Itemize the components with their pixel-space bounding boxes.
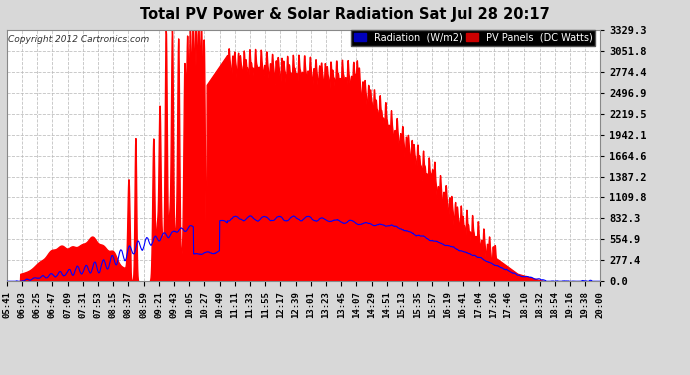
Legend: Radiation  (W/m2), PV Panels  (DC Watts): Radiation (W/m2), PV Panels (DC Watts) <box>351 30 595 46</box>
Text: Copyright 2012 Cartronics.com: Copyright 2012 Cartronics.com <box>8 35 149 44</box>
Text: Total PV Power & Solar Radiation Sat Jul 28 20:17: Total PV Power & Solar Radiation Sat Jul… <box>140 8 550 22</box>
